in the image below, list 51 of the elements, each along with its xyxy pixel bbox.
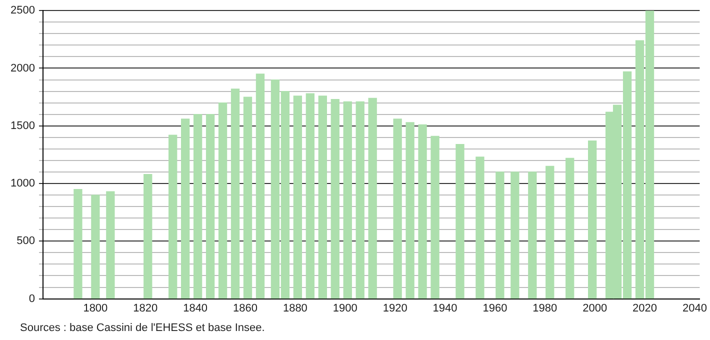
bar <box>74 188 82 299</box>
y-tick-label: 1000 <box>10 178 35 190</box>
y-tick-label: 0 <box>28 292 35 305</box>
bar <box>206 114 215 299</box>
x-tick-label: 1940 <box>432 302 458 314</box>
x-tick-label: 1920 <box>382 302 408 314</box>
bar <box>406 122 414 299</box>
bar <box>588 140 597 299</box>
y-tick-label: 2000 <box>10 62 35 74</box>
bar <box>566 158 574 299</box>
x-tick-label: 1860 <box>233 302 258 314</box>
bar <box>91 194 100 299</box>
bar <box>418 124 427 299</box>
bar <box>218 102 228 299</box>
bar <box>430 136 440 299</box>
x-tick-label: 2000 <box>582 302 608 314</box>
bar <box>528 172 537 299</box>
x-tick-label: 1840 <box>183 302 208 314</box>
bar <box>293 96 302 299</box>
x-tick-label: 2040 <box>682 302 707 314</box>
x-tick-label: 2020 <box>632 302 658 314</box>
bar <box>456 144 464 299</box>
x-tick-label: 1900 <box>332 302 358 314</box>
x-tick-label: 1960 <box>482 302 508 314</box>
y-tick-label: 500 <box>16 235 35 248</box>
bar <box>230 88 240 299</box>
bar <box>144 174 152 299</box>
x-tick-label: 1820 <box>133 302 158 314</box>
bar <box>243 96 252 299</box>
bar <box>356 101 364 299</box>
bar <box>168 134 178 299</box>
bar <box>393 118 402 299</box>
bar <box>368 98 377 299</box>
x-tick-label: 1800 <box>83 302 108 314</box>
x-tick-label: 1880 <box>282 302 308 314</box>
bar <box>330 99 340 299</box>
source-note: Sources : base Cassini de l'EHESS et base Insee. <box>20 322 265 334</box>
bar <box>476 156 484 299</box>
bar <box>318 96 327 299</box>
y-tick-label: 1500 <box>10 120 35 132</box>
bar <box>193 114 202 299</box>
x-tick-label: 1980 <box>532 302 558 314</box>
bar <box>180 118 190 299</box>
bar <box>106 191 115 299</box>
y-tick-label: 2500 <box>10 4 35 17</box>
bar <box>256 74 265 299</box>
bar <box>496 172 504 299</box>
bar <box>306 93 315 299</box>
bar <box>510 172 520 299</box>
bar <box>546 166 554 299</box>
bar <box>343 101 352 299</box>
